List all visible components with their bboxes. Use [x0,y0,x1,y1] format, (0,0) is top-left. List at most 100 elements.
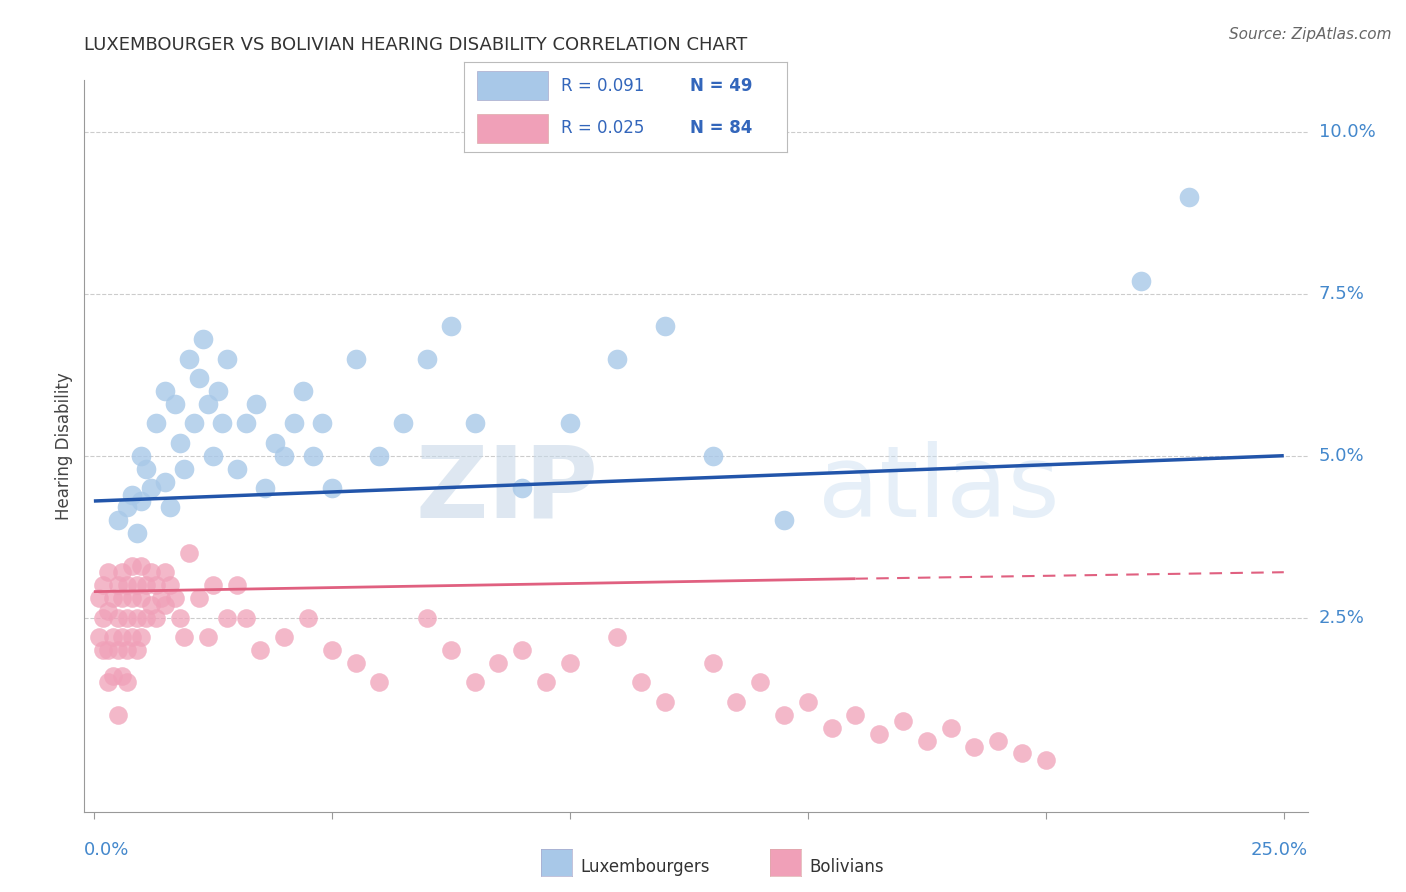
Point [97,566,120,580]
Text: Luxembourgers: Luxembourgers [581,858,710,876]
Point [139,598,162,612]
Text: N = 49: N = 49 [690,77,752,95]
Point [145,610,167,624]
Point [97,675,120,690]
Point [177,351,200,366]
FancyBboxPatch shape [477,71,548,100]
Point [131,449,153,463]
Point [115,610,138,624]
Point [107,643,129,657]
Point [169,610,191,624]
Point [135,610,157,624]
Point [131,591,153,606]
Point [820,721,842,735]
Point [963,739,986,754]
Point [135,461,157,475]
Point [773,513,796,527]
Y-axis label: Hearing Disability: Hearing Disability [55,372,73,520]
Point [197,630,219,644]
Point [311,417,333,431]
Text: 10.0%: 10.0% [1319,123,1375,141]
Point [145,578,167,592]
Point [187,371,209,385]
Point [891,714,914,728]
Text: 2.5%: 2.5% [1319,608,1365,626]
Point [534,675,557,690]
Point [416,610,439,624]
Point [235,417,257,431]
Point [87,591,110,606]
Point [197,397,219,411]
Point [440,319,463,334]
Point [654,695,676,709]
Point [107,610,129,624]
Point [1177,190,1199,204]
Point [630,675,652,690]
Point [235,610,257,624]
Point [368,449,391,463]
Point [773,707,796,722]
Point [87,630,110,644]
Point [606,351,628,366]
Point [173,461,195,475]
Point [301,449,323,463]
Point [273,449,295,463]
Point [111,630,134,644]
Point [488,656,510,670]
Point [201,449,224,463]
Text: 7.5%: 7.5% [1319,285,1365,303]
Text: Bolivians: Bolivians [810,858,884,876]
Point [93,643,115,657]
Point [131,494,153,508]
Point [135,578,157,592]
Point [249,643,271,657]
FancyBboxPatch shape [477,114,548,143]
Point [101,669,124,683]
Point [101,630,124,644]
Point [558,417,581,431]
Point [654,319,676,334]
Point [139,566,162,580]
Point [987,733,1010,747]
Point [797,695,820,709]
Text: R = 0.091: R = 0.091 [561,77,644,95]
Point [207,384,229,398]
Point [440,643,463,657]
Point [121,558,143,573]
Point [321,643,343,657]
Point [725,695,748,709]
Point [464,417,486,431]
Point [1130,274,1153,288]
Point [155,598,177,612]
Point [155,566,177,580]
Point [121,487,143,501]
Point [115,578,138,592]
Point [217,351,239,366]
Point [217,610,239,624]
Point [107,707,129,722]
Point [225,461,247,475]
Point [115,643,138,657]
Point [416,351,439,366]
Point [1011,747,1033,761]
Point [464,675,486,690]
Point [173,630,195,644]
Point [558,656,581,670]
Point [702,656,724,670]
Point [155,384,177,398]
Point [211,417,233,431]
Point [111,591,134,606]
Text: LUXEMBOURGER VS BOLIVIAN HEARING DISABILITY CORRELATION CHART: LUXEMBOURGER VS BOLIVIAN HEARING DISABIL… [84,36,748,54]
Point [368,675,391,690]
Point [844,707,866,722]
Point [225,578,247,592]
Point [1035,753,1057,767]
Point [915,733,938,747]
Point [163,591,186,606]
Point [125,643,148,657]
Point [273,630,295,644]
Point [139,481,162,495]
Point [297,610,319,624]
Point [101,591,124,606]
Point [169,435,191,450]
